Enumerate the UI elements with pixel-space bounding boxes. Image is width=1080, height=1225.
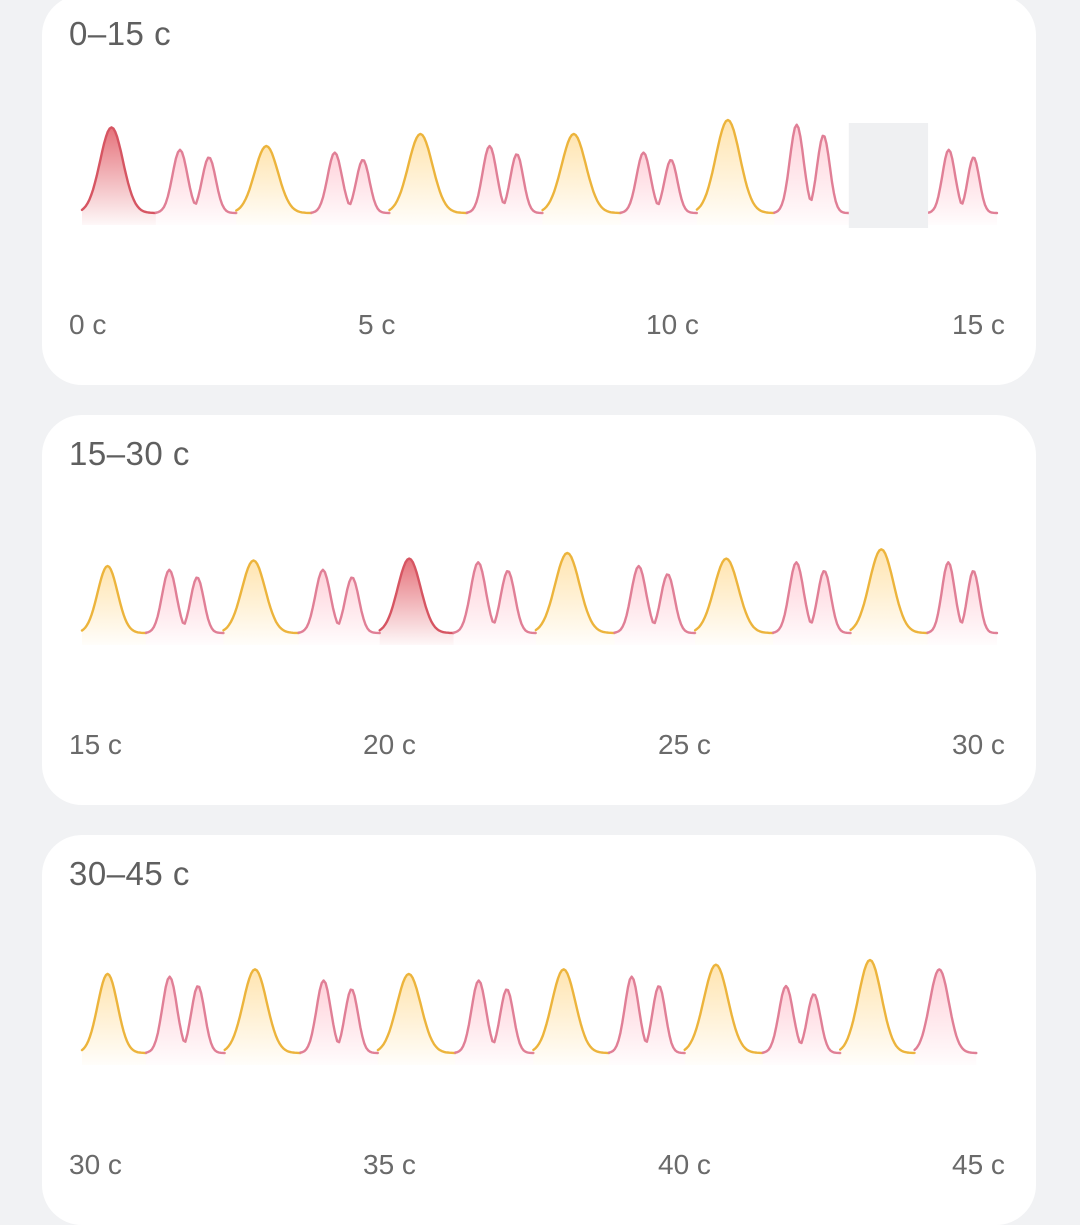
x-tick-label: 30 с [69, 1149, 122, 1180]
beat-area-yellow [696, 120, 775, 225]
beat-line-pink [761, 984, 842, 1055]
beat-area-pink [927, 562, 997, 645]
beat-line-yellow [532, 968, 611, 1055]
beat-area-pink [773, 562, 851, 645]
beat-line-red [80, 126, 157, 215]
beat-area-yellow [224, 969, 301, 1065]
beat-area-yellow [535, 553, 615, 645]
beat-area-yellow [542, 133, 621, 225]
x-tick-label: 5 с [358, 309, 396, 340]
ppg-waveform-chart [80, 118, 999, 228]
beat-line-yellow [683, 963, 764, 1055]
segment-title: 15–30 с [69, 435, 190, 472]
beat-line-pink [299, 979, 380, 1055]
x-tick-label: 0 с [69, 309, 107, 340]
beat-area-pink [453, 562, 536, 645]
beat-area-red [82, 127, 156, 225]
ppg-segment-card: 30–45 с 30 с 35 с 40 с 45 с [42, 835, 1036, 1225]
beat-area-yellow [840, 960, 915, 1065]
beat-line-pink [607, 975, 686, 1055]
beat-line-pink [913, 968, 978, 1055]
beat-line-pink [926, 561, 999, 635]
beat-line-pink [454, 979, 535, 1055]
beat-line-yellow [695, 118, 776, 215]
beat-line-pink [452, 561, 537, 635]
beat-area-pink [928, 149, 997, 225]
beat-line-yellow [541, 132, 622, 215]
beat-area-pink [914, 969, 977, 1065]
beat-area-pink [155, 149, 237, 225]
beat-line-yellow [80, 972, 148, 1055]
segment-title: 30–45 с [69, 855, 190, 892]
ppg-waveform-chart [80, 548, 999, 645]
signal-gap [848, 123, 929, 228]
beat-area-pink [609, 976, 685, 1065]
beat-area-pink [620, 152, 697, 225]
beat-line-pink [619, 151, 699, 215]
beat-line-pink [926, 148, 999, 215]
beat-line-yellow [376, 972, 457, 1055]
x-tick-label: 45 с [952, 1149, 1005, 1180]
beat-area-yellow [236, 146, 312, 225]
beat-line-pink [771, 561, 852, 635]
beat-area-pink [300, 980, 378, 1065]
beat-area-yellow [533, 969, 609, 1065]
segment-title: 0–15 с [69, 15, 172, 52]
beat-line-pink [154, 148, 238, 215]
ppg-segment-card: 15–30 с 15 с 20 с 25 с 30 с [42, 415, 1036, 805]
beat-area-yellow [850, 549, 928, 645]
beat-line-yellow [839, 958, 916, 1055]
beat-area-yellow [82, 973, 147, 1065]
beat-line-yellow [388, 132, 469, 215]
beat-area-pink [455, 980, 534, 1065]
beat-area-yellow [684, 964, 763, 1065]
beat-line-yellow [235, 144, 313, 215]
beat-line-pink [310, 151, 391, 215]
beat-line-yellow [80, 564, 148, 635]
beat-area-pink [466, 146, 543, 225]
x-tick-label: 35 с [363, 1149, 416, 1180]
beat-line-yellow [222, 559, 300, 635]
x-tick-label: 40 с [658, 1149, 711, 1180]
beat-line-red [378, 557, 455, 635]
beat-area-pink [146, 569, 224, 645]
beat-area-yellow [389, 133, 467, 225]
beat-area-pink [774, 124, 849, 225]
ppg-segment-card: 0–15 с 0 с 5 с 10 с 15 с [42, 0, 1036, 385]
beat-line-pink [465, 144, 544, 215]
beat-line-yellow [693, 557, 775, 635]
beat-area-pink [762, 986, 841, 1065]
x-tick-label: 25 с [658, 729, 711, 760]
x-tick-label: 15 с [952, 309, 1005, 340]
beat-line-yellow [534, 551, 616, 635]
beat-line-pink [144, 568, 225, 635]
beat-line-yellow [849, 548, 929, 635]
x-tick-label: 30 с [952, 729, 1005, 760]
beat-area-yellow [377, 973, 456, 1065]
beat-area-pink [311, 152, 390, 225]
x-tick-label: 10 с [646, 309, 699, 340]
beat-area-red [379, 558, 454, 645]
beat-area-yellow [82, 566, 147, 645]
beat-line-pink [297, 568, 381, 635]
beat-area-pink [614, 566, 696, 645]
beat-area-pink [298, 569, 380, 645]
beat-line-pink [613, 564, 697, 635]
x-tick-label: 15 с [69, 729, 122, 760]
beat-line-pink [144, 975, 226, 1055]
ppg-waveform-chart [80, 958, 978, 1065]
beat-area-pink [146, 976, 225, 1065]
beat-area-yellow [223, 560, 299, 645]
x-tick-label: 20 с [363, 729, 416, 760]
beat-line-yellow [223, 968, 302, 1055]
beat-area-yellow [695, 558, 774, 645]
beat-line-pink [773, 123, 850, 215]
